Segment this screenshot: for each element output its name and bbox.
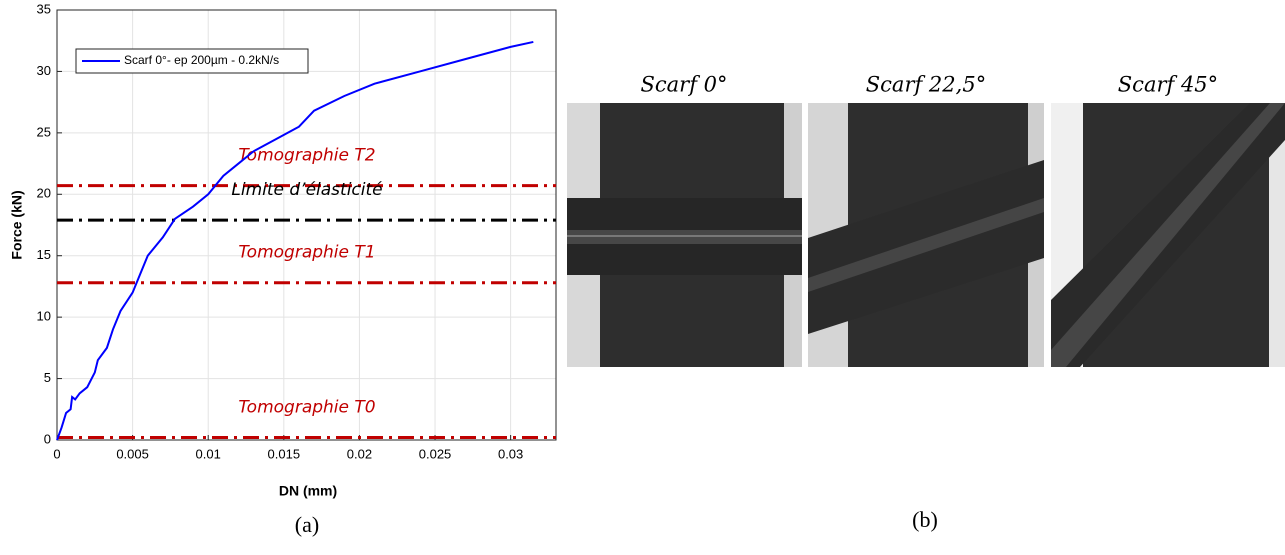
y-tick-label: 35	[37, 1, 51, 16]
x-tick-label: 0.025	[419, 446, 452, 461]
y-tick-label: 25	[37, 124, 51, 139]
image-title: Scarf 22,5°	[866, 73, 986, 97]
x-axis-label: DN (mm)	[279, 483, 337, 499]
reference-label: Limite d’élasticité	[231, 180, 382, 200]
x-tick-label: 0.03	[498, 446, 523, 461]
y-tick-label: 20	[37, 186, 51, 201]
legend: Scarf 0°- ep 200µm - 0.2kN/s	[75, 48, 309, 74]
x-tick-label: 0.01	[196, 446, 221, 461]
x-tick-label: 0	[53, 446, 60, 461]
image-scarf-22: Scarf 22,5°	[808, 73, 1044, 367]
x-tick-label: 0.02	[347, 446, 372, 461]
caption-b: (b)	[912, 507, 938, 532]
x-tick-label: 0.005	[116, 446, 149, 461]
reference-label: Tomographie T0	[238, 398, 375, 418]
x-tick-label: 0.015	[268, 446, 301, 461]
image-title: Scarf 45°	[1118, 73, 1218, 97]
caption-a: (a)	[295, 512, 319, 537]
data-line	[56, 40, 534, 441]
plot-area	[57, 10, 556, 440]
reference-label: Tomographie T2	[238, 146, 375, 166]
image-title: Scarf 0°	[640, 73, 727, 97]
y-tick-label: 30	[37, 63, 51, 78]
image-scarf-0: Scarf 0°	[567, 73, 802, 367]
y-axis-label: Force (kN)	[9, 190, 25, 259]
reference-label: Tomographie T1	[238, 243, 375, 263]
image-scarf-45: Scarf 45°	[1051, 73, 1285, 367]
y-tick-label: 5	[44, 370, 51, 385]
y-tick-label: 0	[44, 431, 51, 446]
plot-frame	[56, 9, 557, 441]
legend-label: Scarf 0°- ep 200µm - 0.2kN/s	[124, 53, 279, 67]
y-tick-label: 10	[37, 309, 51, 324]
y-tick-label: 15	[37, 247, 51, 262]
